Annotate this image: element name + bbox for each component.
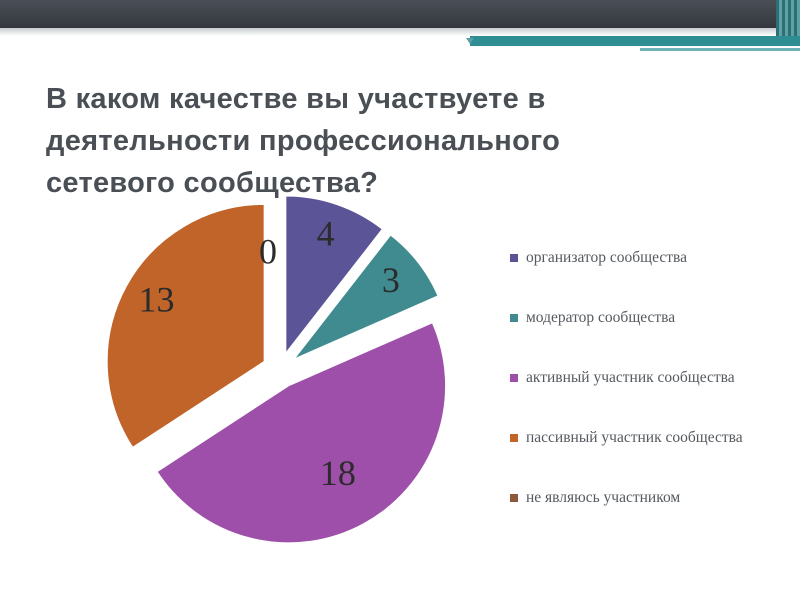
data-label: 0 — [259, 231, 277, 271]
data-label: 18 — [320, 453, 356, 493]
pie-slice — [293, 234, 439, 360]
pie-slice — [106, 203, 265, 448]
accent-bar — [470, 36, 800, 46]
legend-label: пассивный участник сообщества — [526, 429, 743, 446]
header-bar — [0, 0, 800, 28]
legend-swatch — [510, 494, 518, 502]
legend-swatch — [510, 254, 518, 262]
accent-line — [640, 48, 800, 51]
data-label: 13 — [138, 279, 174, 319]
legend-label: модератор сообщества — [526, 309, 676, 326]
legend-label: не являюсь участником — [526, 489, 681, 506]
data-label: 3 — [382, 260, 400, 300]
legend-swatch — [510, 314, 518, 322]
accent-triangle-icon — [466, 38, 474, 44]
header-shadow — [0, 28, 800, 36]
corner-decoration — [776, 0, 800, 38]
legend-label: активный участник сообщества — [526, 369, 735, 386]
legend-label: организатор сообщества — [526, 249, 687, 266]
data-label: 4 — [317, 213, 335, 253]
legend-swatch — [510, 374, 518, 382]
slide-title: В каком качестве вы участвуете в деятель… — [46, 83, 561, 199]
legend-swatch — [510, 434, 518, 442]
pie-slice — [285, 195, 383, 355]
pie-slice — [156, 322, 447, 544]
